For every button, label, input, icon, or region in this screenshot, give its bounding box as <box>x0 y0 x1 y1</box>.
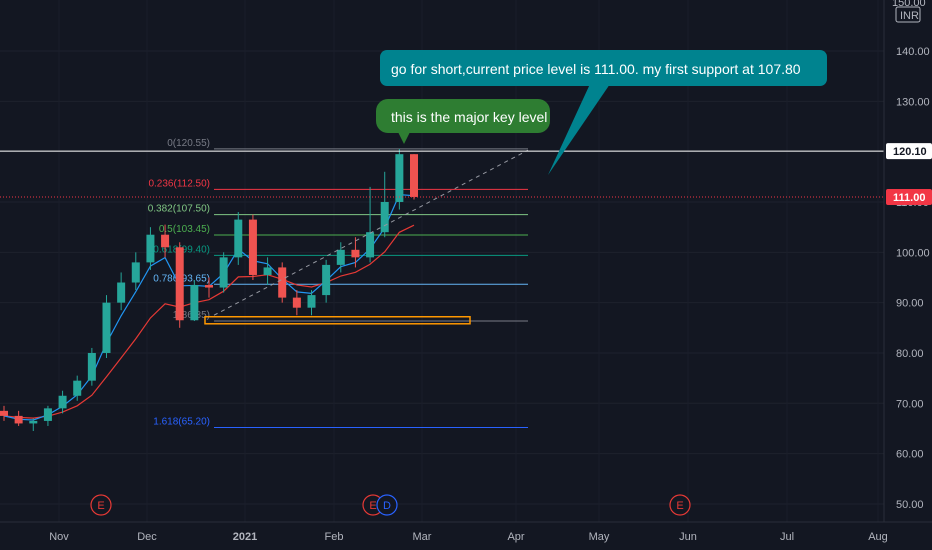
currency-label: INR <box>900 10 919 22</box>
candle[interactable] <box>205 277 213 298</box>
price-axis-label: 50.00 <box>896 499 924 511</box>
short-note-callout[interactable]: go for short,current price level is 111.… <box>380 50 827 175</box>
fib-level-label: 1.618(65.20) <box>153 416 210 427</box>
candle[interactable] <box>410 154 418 200</box>
candle[interactable] <box>87 347 96 386</box>
key-level-text: this is the major key level <box>391 109 547 125</box>
candle[interactable] <box>73 375 82 401</box>
time-axis-label: Apr <box>507 531 524 543</box>
resistance-price-value: 120.10 <box>893 146 927 158</box>
fib-level-label: 0(120.55) <box>167 138 210 149</box>
event-marker-label: E <box>676 500 683 512</box>
time-axis-label: May <box>589 531 610 543</box>
candle[interactable] <box>146 227 155 270</box>
event-marker-label: D <box>383 500 391 512</box>
candle[interactable] <box>336 242 345 273</box>
candle[interactable] <box>366 186 375 263</box>
time-axis-label: Nov <box>49 531 69 543</box>
fib-level-label: 0.236(112.50) <box>148 178 210 189</box>
event-marker-label: E <box>97 500 104 512</box>
candle[interactable] <box>351 237 360 268</box>
price-axis-label: 70.00 <box>896 398 924 410</box>
candle[interactable] <box>278 262 287 303</box>
currency-badge[interactable]: INR <box>895 6 921 23</box>
candle[interactable] <box>322 259 331 303</box>
dividend-marker[interactable]: D <box>376 494 398 516</box>
current-price-value: 111.00 <box>893 192 925 204</box>
price-axis-label: 100.00 <box>896 247 930 259</box>
time-axis-label: Aug <box>868 531 888 543</box>
candle[interactable] <box>307 290 316 316</box>
support-zone-box[interactable] <box>204 315 471 325</box>
time-axis-label: Mar <box>413 531 432 543</box>
price-axis-label: 60.00 <box>896 449 924 461</box>
candle[interactable] <box>0 405 8 421</box>
candle[interactable] <box>292 290 301 316</box>
candle[interactable] <box>43 405 52 426</box>
candle[interactable] <box>234 212 243 265</box>
candle[interactable] <box>190 280 199 322</box>
earnings-marker[interactable]: E <box>90 494 112 516</box>
candle[interactable] <box>58 390 67 414</box>
candle[interactable] <box>117 272 126 311</box>
resistance-price-tag: 120.10 <box>886 143 932 160</box>
price-axis-label: 130.00 <box>896 96 930 108</box>
candle[interactable] <box>161 224 170 258</box>
candle[interactable] <box>263 257 272 286</box>
earnings-marker[interactable]: E <box>669 494 691 516</box>
price-axis-label: 90.00 <box>896 298 924 310</box>
current-price-tag: 111.00 <box>886 188 932 205</box>
candle[interactable] <box>248 214 257 281</box>
time-axis-label: Jun <box>679 531 697 543</box>
slow-moving-average-line[interactable] <box>3 224 415 419</box>
candle[interactable] <box>395 148 404 210</box>
candle[interactable] <box>29 418 38 431</box>
candle[interactable] <box>131 252 140 291</box>
price-axis-label: 80.00 <box>896 348 924 360</box>
time-axis-label: 2021 <box>233 531 257 543</box>
short-note-text: go for short,current price level is 111.… <box>391 61 801 77</box>
candle[interactable] <box>219 252 228 293</box>
key-level-callout[interactable]: this is the major key level <box>376 99 550 144</box>
candle[interactable] <box>14 410 23 426</box>
fib-level-label: 0.5(103.45) <box>159 224 210 235</box>
top-price-label: 150.00 <box>892 0 926 9</box>
trend-line[interactable] <box>213 149 529 316</box>
candle[interactable] <box>175 242 184 328</box>
price-axis-label: 140.00 <box>896 46 930 58</box>
time-axis-label: Dec <box>137 531 157 543</box>
time-axis-label: Jul <box>780 531 794 543</box>
time-axis-label: Feb <box>325 531 344 543</box>
candle[interactable] <box>102 295 111 359</box>
fib-level-label: 0.382(107.50) <box>148 204 210 215</box>
candle[interactable] <box>380 171 389 238</box>
event-marker-label: E <box>369 500 376 512</box>
